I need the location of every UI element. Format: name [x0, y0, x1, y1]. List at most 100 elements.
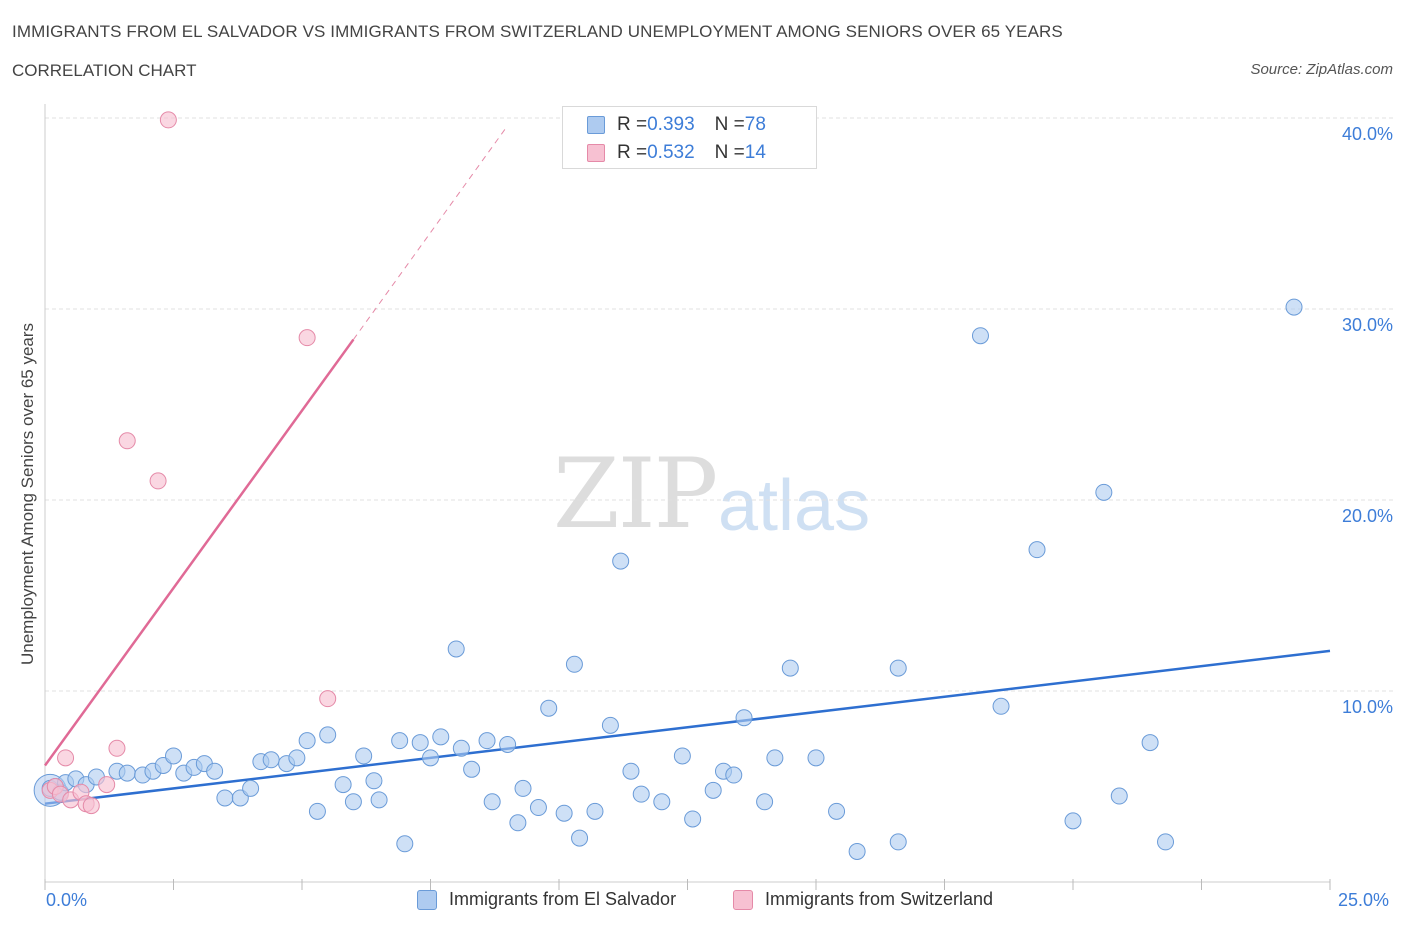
- data-point-switzerland: [118, 432, 136, 450]
- data-point-el-salvador: [478, 732, 496, 750]
- x-tick-label-min: 0.0%: [46, 890, 88, 910]
- data-point-el-salvador: [807, 749, 825, 767]
- data-point-el-salvador: [632, 785, 650, 803]
- legend-n-label: N =: [714, 142, 745, 163]
- data-point-el-salvador: [766, 749, 784, 767]
- legend-r-label: R =: [617, 114, 648, 135]
- trend-line-el-salvador: [44, 649, 1331, 805]
- points-layer: [33, 111, 1303, 860]
- bottom-legend-label: Immigrants from Switzerland: [765, 889, 994, 909]
- data-point-el-salvador: [334, 776, 352, 794]
- data-point-el-salvador: [499, 735, 517, 753]
- data-point-el-salvador: [992, 697, 1010, 715]
- data-point-el-salvador: [432, 728, 450, 746]
- data-point-el-salvador: [704, 781, 722, 799]
- legend-n-value: 14: [744, 142, 766, 163]
- y-tick-label: 40.0%: [1341, 124, 1393, 144]
- bottom-legend-el-salvador: Immigrants from El Salvador: [417, 889, 676, 910]
- data-point-el-salvador: [555, 804, 573, 822]
- legend-r-value: 0.393: [647, 114, 695, 135]
- y-axis-label: Unemployment Among Seniors over 65 years: [18, 322, 37, 666]
- data-point-switzerland: [298, 329, 316, 347]
- data-point-el-salvador: [586, 802, 604, 820]
- axis-layer: [44, 104, 1331, 890]
- data-point-switzerland: [159, 111, 177, 129]
- legend-row-switzerland: R = 0.532 N = 14: [587, 142, 766, 164]
- data-point-switzerland: [319, 690, 337, 708]
- y-tick-label: 20.0%: [1341, 506, 1393, 526]
- data-point-el-salvador: [1028, 541, 1046, 559]
- bottom-legend-swatch-pink: [733, 889, 753, 910]
- data-point-el-salvador: [622, 762, 640, 780]
- data-point-el-salvador: [571, 829, 589, 847]
- data-point-el-salvador: [344, 793, 362, 811]
- legend-n-value: 78: [744, 114, 766, 135]
- source-label: Source: ZipAtlas.com: [1250, 61, 1393, 78]
- data-point-el-salvador: [483, 793, 501, 811]
- data-point-el-salvador: [319, 726, 337, 744]
- data-point-el-salvador: [1095, 483, 1113, 501]
- data-point-el-salvador: [1141, 734, 1159, 752]
- data-point-el-salvador: [889, 659, 907, 677]
- data-point-el-salvador: [288, 749, 306, 767]
- data-point-el-salvador: [262, 751, 280, 769]
- data-point-el-salvador: [756, 793, 774, 811]
- data-point-el-salvador: [509, 814, 527, 832]
- watermark-zip: ZIP: [553, 438, 718, 550]
- data-point-el-salvador: [206, 762, 224, 780]
- data-point-el-salvador: [601, 716, 619, 734]
- data-point-el-salvador: [298, 732, 316, 750]
- data-point-el-salvador: [365, 772, 383, 790]
- data-point-el-salvador: [118, 764, 136, 782]
- data-point-el-salvador: [673, 747, 691, 765]
- data-point-el-salvador: [684, 810, 702, 828]
- data-point-el-salvador: [355, 747, 373, 765]
- y-tick-label: 30.0%: [1341, 315, 1393, 335]
- data-point-el-salvador: [612, 552, 630, 570]
- data-point-el-salvador: [889, 833, 907, 851]
- data-point-el-salvador: [514, 779, 532, 797]
- trend-layer: [43, 125, 1331, 805]
- bottom-legend-swatch-blue: [417, 889, 437, 910]
- data-point-el-salvador: [242, 779, 260, 797]
- data-point-switzerland: [98, 776, 116, 794]
- x-tick-label-max: 25.0%: [1338, 890, 1390, 910]
- y-tick-label: 10.0%: [1341, 697, 1393, 717]
- data-point-el-salvador: [165, 747, 182, 765]
- data-point-switzerland: [82, 797, 100, 815]
- data-point-el-salvador: [1285, 298, 1303, 316]
- data-point-el-salvador: [447, 640, 465, 658]
- data-point-el-salvador: [370, 791, 388, 809]
- legend-swatch-pink: [587, 144, 605, 162]
- data-point-el-salvador: [216, 789, 234, 807]
- data-point-el-salvador: [452, 739, 470, 757]
- data-point-el-salvador: [735, 709, 753, 727]
- data-point-el-salvador: [971, 327, 989, 345]
- correlation-legend: R = 0.393 N = 78 R = 0.532 N = 14: [562, 106, 817, 169]
- watermark-atlas: atlas: [718, 466, 871, 546]
- data-point-el-salvador: [1064, 812, 1082, 830]
- chart-title: IMMIGRANTS FROM EL SALVADOR VS IMMIGRANT…: [12, 22, 1063, 41]
- data-point-el-salvador: [848, 842, 866, 860]
- legend-row-el-salvador: R = 0.393 N = 78: [587, 114, 766, 136]
- data-point-switzerland: [108, 739, 126, 757]
- data-point-el-salvador: [422, 749, 439, 767]
- data-point-el-salvador: [1110, 787, 1128, 805]
- data-point-el-salvador: [540, 699, 558, 717]
- data-point-el-salvador: [828, 802, 846, 820]
- trend-line-switzerland-extension: [352, 125, 509, 340]
- data-point-el-salvador: [565, 655, 583, 673]
- data-point-el-salvador: [1157, 833, 1175, 851]
- data-point-el-salvador: [396, 835, 414, 853]
- data-point-el-salvador: [529, 799, 547, 817]
- trend-line-switzerland: [43, 338, 355, 767]
- bottom-legend-label: Immigrants from El Salvador: [449, 889, 677, 909]
- grid-layer: [45, 117, 1395, 692]
- data-point-el-salvador: [391, 732, 409, 750]
- data-point-switzerland: [57, 749, 75, 767]
- chart-subtitle: CORRELATION CHART: [12, 61, 197, 80]
- data-point-el-salvador: [308, 802, 326, 820]
- data-point-el-salvador: [411, 734, 429, 752]
- legend-r-value: 0.532: [647, 142, 695, 163]
- data-point-el-salvador: [781, 659, 799, 677]
